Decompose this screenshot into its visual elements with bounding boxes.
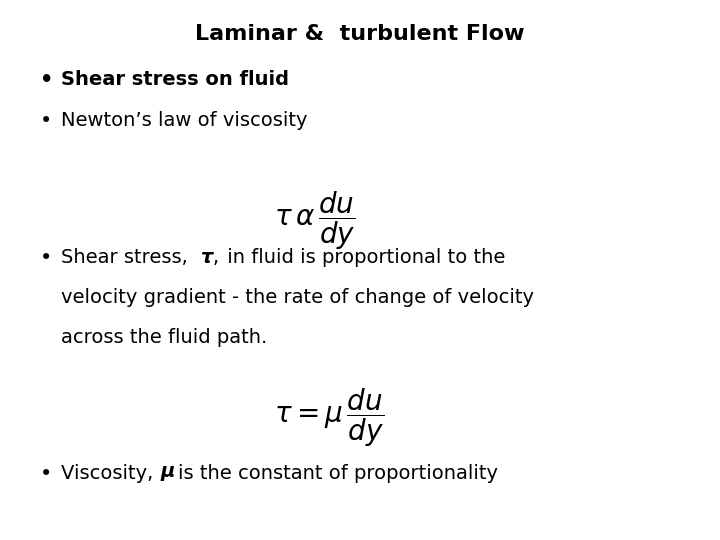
Text: $\boldsymbol{\mu}$: $\boldsymbol{\mu}$ (160, 464, 176, 483)
Text: Shear stress,: Shear stress, (61, 248, 194, 267)
Text: Laminar &  turbulent Flow: Laminar & turbulent Flow (195, 24, 525, 44)
Text: •: • (40, 70, 53, 90)
Text: $\tau \, \alpha \, \dfrac{du}{dy}$: $\tau \, \alpha \, \dfrac{du}{dy}$ (274, 189, 355, 252)
Text: in fluid is proportional to the: in fluid is proportional to the (221, 248, 505, 267)
Text: •: • (40, 248, 52, 268)
Text: Newton’s law of viscosity: Newton’s law of viscosity (61, 111, 307, 130)
Text: •: • (40, 111, 52, 131)
Text: Viscosity,: Viscosity, (61, 464, 160, 483)
Text: $\tau = \mu \, \dfrac{du}{dy}$: $\tau = \mu \, \dfrac{du}{dy}$ (274, 386, 384, 449)
Text: Shear stress on fluid: Shear stress on fluid (61, 70, 289, 89)
Text: across the fluid path.: across the fluid path. (61, 328, 267, 347)
Text: $\boldsymbol{\tau}$,: $\boldsymbol{\tau}$, (200, 248, 219, 267)
Text: •: • (40, 464, 52, 484)
Text: is the constant of proportionality: is the constant of proportionality (178, 464, 498, 483)
Text: velocity gradient - the rate of change of velocity: velocity gradient - the rate of change o… (61, 288, 534, 307)
